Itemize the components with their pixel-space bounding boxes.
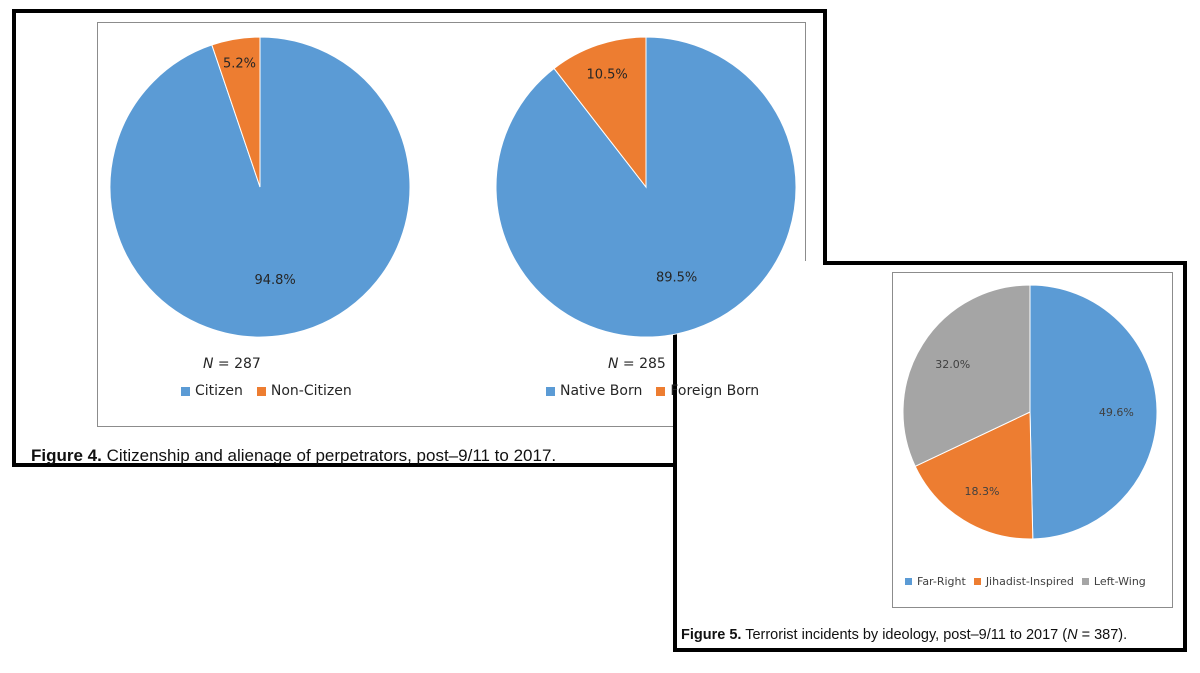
legend-swatch <box>181 386 190 396</box>
legend-item: Native Born <box>546 383 642 399</box>
legend-label: Far-Right <box>917 575 966 588</box>
legend-swatch <box>1081 578 1089 585</box>
pie3-slice-jihadist-inspired <box>914 411 1034 540</box>
figure-4-caption: Figure 4. Citizenship and alienage of pe… <box>31 446 557 465</box>
pie2-n-label: N = 285 <box>608 356 666 372</box>
pie1-n-label: N = 287 <box>203 356 261 372</box>
pie3-data-label: 32.0% <box>935 358 970 371</box>
figure-5-caption: Figure 5. Terrorist incidents by ideolog… <box>681 627 1128 643</box>
legend-label: Left-Wing <box>1093 575 1146 588</box>
legend-swatch <box>546 386 555 396</box>
pie2-slice-foreign-born <box>553 36 647 189</box>
pie1-slice-non-citizen <box>211 36 261 188</box>
pie1-data-label: 5.2% <box>223 57 256 72</box>
legend-swatch <box>905 578 912 585</box>
legend-item: Non-Citizen <box>256 383 352 399</box>
legend-swatch <box>656 386 666 396</box>
pie2-legend: Native Born Foreign Born <box>546 383 759 399</box>
pie3-slice-far-right <box>1029 284 1158 540</box>
legend-label: Non-Citizen <box>270 383 352 399</box>
legend-label: Jihadist-Inspired <box>985 575 1074 588</box>
pie2-data-label: 10.5% <box>586 67 627 82</box>
legend-item: Foreign Born <box>656 383 759 399</box>
pie2-data-label: 89.5% <box>656 270 697 285</box>
legend-item: Citizen <box>181 383 243 399</box>
legend-label: Native Born <box>560 383 643 399</box>
legend-swatch <box>256 386 266 396</box>
legend-item: Far-Right <box>905 575 966 588</box>
pie3-slice-left-wing <box>902 284 1031 467</box>
pie1-data-label: 94.8% <box>254 273 295 288</box>
legend-item: Jihadist-Inspired <box>973 575 1074 588</box>
pie1-legend: Citizen Non-Citizen <box>181 383 352 399</box>
pie3-legend: Far-Right Jihadist-Inspired Left-Wing <box>905 575 1146 588</box>
pie3-data-label: 49.6% <box>1099 406 1134 419</box>
legend-label: Citizen <box>195 383 243 399</box>
figure-5-frame-top <box>823 261 1187 265</box>
legend-label: Foreign Born <box>670 383 760 399</box>
pie3-data-label: 18.3% <box>964 485 999 498</box>
legend-item: Left-Wing <box>1081 575 1146 588</box>
legend-swatch <box>973 578 981 585</box>
